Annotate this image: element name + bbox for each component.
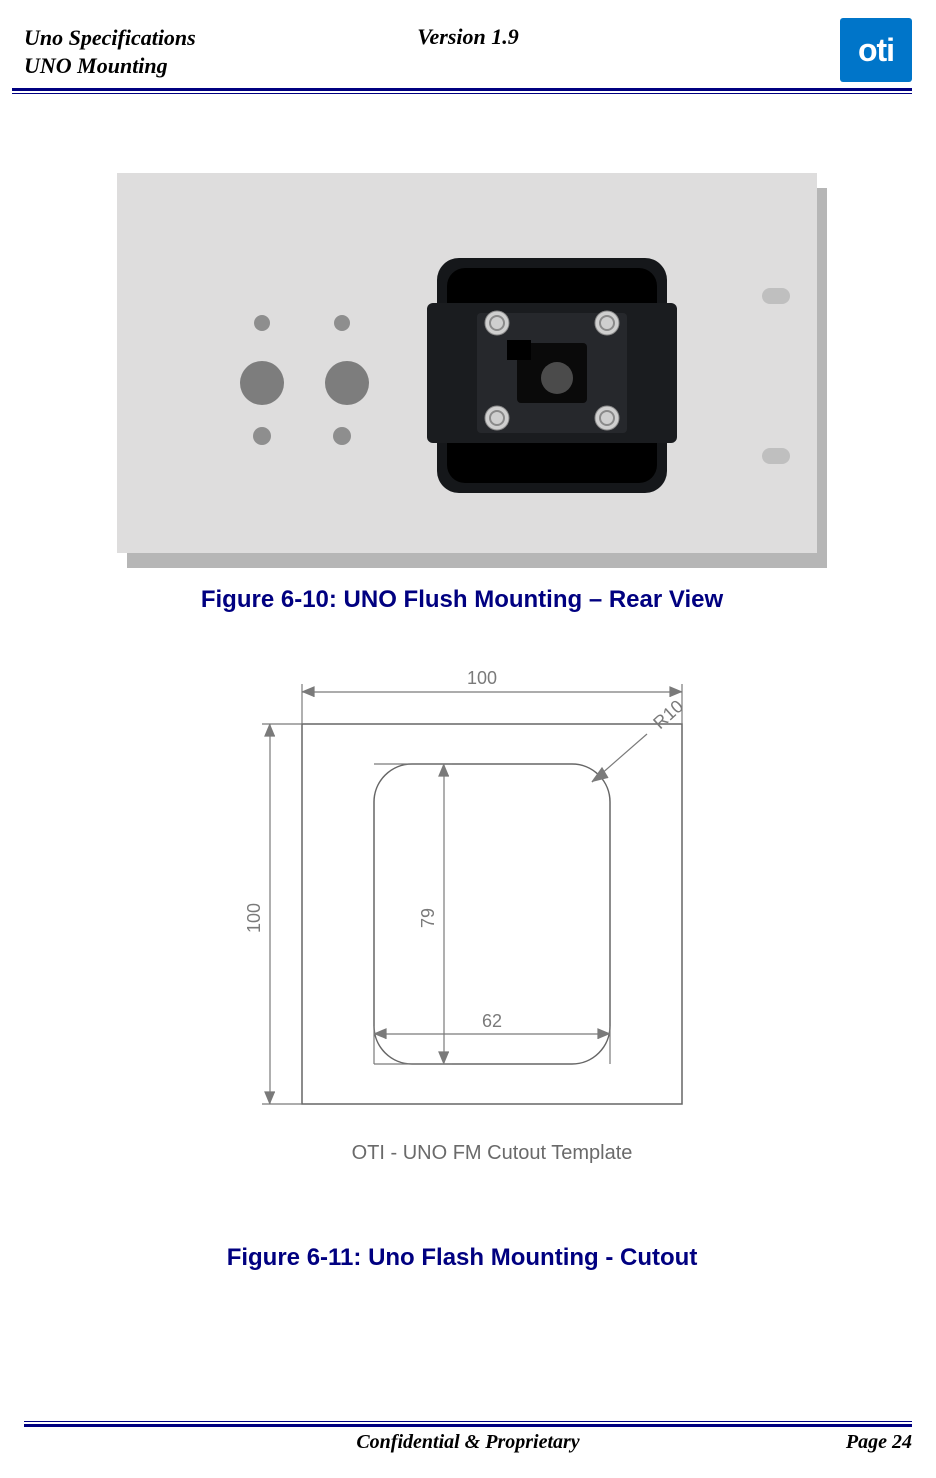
footer-page-number: Page 24 bbox=[846, 1431, 912, 1454]
figure-6-10-caption: Figure 6-10: UNO Flush Mounting – Rear V… bbox=[12, 586, 912, 614]
figure-6-10: Figure 6-10: UNO Flush Mounting – Rear V… bbox=[12, 118, 912, 614]
flush-mounting-rear-photo bbox=[67, 118, 857, 578]
header-rule bbox=[12, 88, 912, 94]
footer-confidential: Confidential & Proprietary bbox=[356, 1431, 579, 1454]
template-label: OTI - UNO FM Cutout Template bbox=[352, 1142, 633, 1164]
section-title: UNO Mounting bbox=[24, 52, 196, 80]
doc-title: Uno Specifications bbox=[24, 24, 196, 52]
doc-version: Version 1.9 bbox=[417, 24, 518, 50]
dim-cutout-width: 62 bbox=[482, 1011, 502, 1031]
dim-cutout-height: 79 bbox=[418, 908, 438, 928]
oti-logo: oti bbox=[840, 18, 912, 82]
footer-left-spacer bbox=[24, 1431, 29, 1454]
page-header: Uno Specifications UNO Mounting Version … bbox=[12, 24, 912, 82]
dim-outer-height: 100 bbox=[244, 903, 264, 933]
figure-6-11: 100 100 79 62 bbox=[12, 654, 912, 1272]
logo-text: oti bbox=[858, 32, 894, 69]
footer-rule bbox=[24, 1421, 912, 1427]
cutout-template-drawing: 100 100 79 62 bbox=[182, 654, 742, 1214]
dim-outer-width: 100 bbox=[467, 668, 497, 688]
header-left: Uno Specifications UNO Mounting bbox=[12, 24, 196, 79]
figure-6-11-caption: Figure 6-11: Uno Flash Mounting - Cutout bbox=[12, 1244, 912, 1272]
page-footer: Confidential & Proprietary Page 24 bbox=[24, 1421, 912, 1454]
